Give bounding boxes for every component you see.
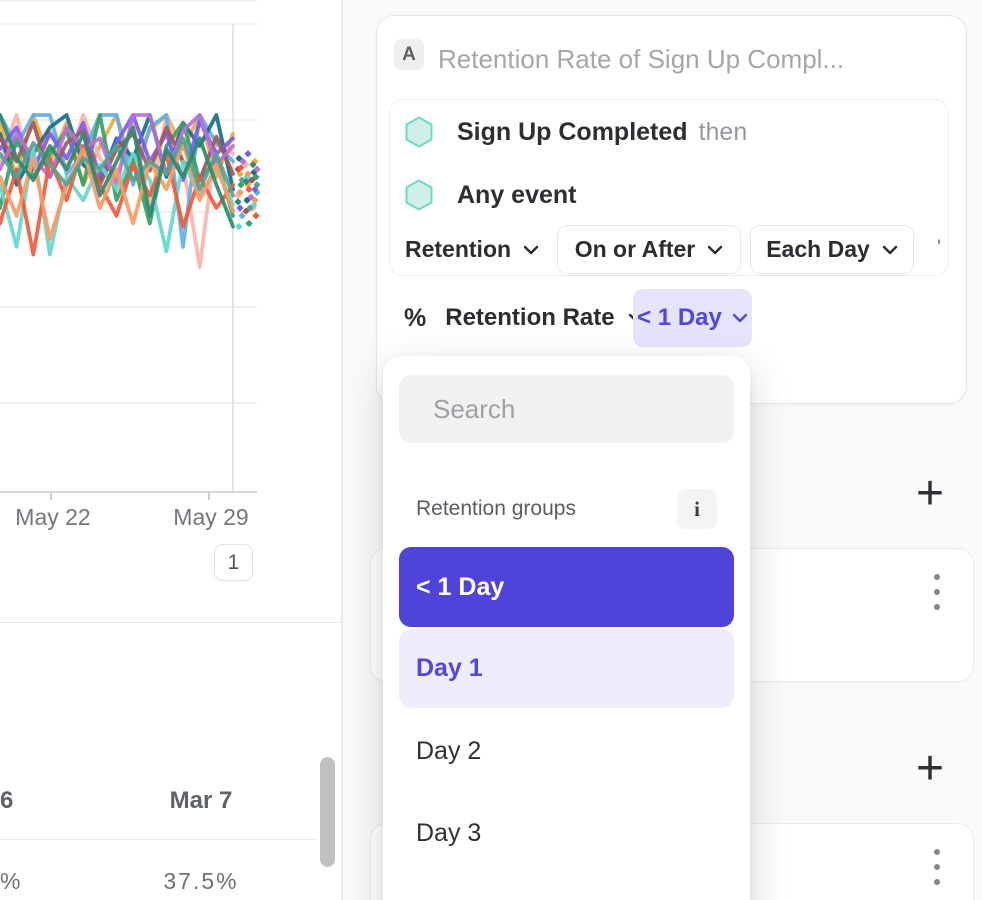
panel-title[interactable]: Retention Rate of Sign Up Compl...	[438, 44, 845, 74]
dropdown-item-lt-1-day[interactable]: < 1 Day	[399, 547, 734, 627]
event-row-signup[interactable]: Sign Up Completed then	[404, 115, 747, 149]
table-row-divider	[0, 839, 318, 840]
interval-dropdown[interactable]: Each Day	[750, 225, 914, 274]
add-metric-button[interactable]: +	[915, 742, 945, 795]
x-axis-tick-label: May 22	[15, 504, 91, 530]
more-options-menu[interactable]	[929, 572, 945, 612]
percent-icon: %	[404, 303, 427, 332]
event-name: Any event	[457, 180, 577, 209]
event-hexagon-icon	[405, 179, 433, 211]
config-pane: + + A Retention Rate of Sign Up Compl...	[343, 0, 982, 900]
selected-retention-group: < 1 Day	[637, 304, 722, 331]
measured-as-row: % Retention Rate	[404, 289, 644, 347]
retention-type-dropdown[interactable]: Retention	[405, 225, 539, 274]
dot-icon	[934, 879, 940, 885]
events-card: Sign Up Completed then Any event Retenti…	[389, 99, 949, 276]
clipped-element-mark: '	[937, 235, 942, 260]
controls-row: Retention On or After Each Day	[390, 225, 950, 274]
group-header-label: Retention groups	[416, 497, 576, 520]
chevron-down-icon	[882, 245, 897, 254]
chart-pane: May 22 May 29 1 6 Mar 7 % 37.5%	[0, 0, 343, 900]
series-a-badge: A	[394, 39, 424, 70]
search-input[interactable]	[433, 393, 768, 425]
retention-line-chart	[0, 0, 261, 500]
dot-icon	[934, 589, 940, 595]
chevron-down-icon	[732, 313, 748, 323]
dropdown-label: On or After	[574, 236, 696, 262]
x-axis-tick-label: May 29	[173, 504, 249, 530]
event-row-any-event[interactable]: Any event	[404, 178, 576, 212]
table-value-percent: 37.5%	[163, 868, 239, 894]
dot-icon	[934, 604, 940, 610]
dropdown-item-day-2[interactable]: Day 2	[416, 736, 482, 765]
dot-icon	[934, 849, 940, 855]
chevron-down-icon	[708, 245, 723, 254]
event-name: Sign Up Completed	[457, 117, 688, 146]
more-options-menu[interactable]	[929, 847, 945, 887]
dropdown-item-day-3[interactable]: Day 3	[416, 818, 482, 847]
search-box[interactable]	[399, 375, 768, 443]
table-header-date: Mar 7	[169, 787, 233, 814]
retention-group-dropdown: Retention groups i < 1 Day Day 1 Day 2 D…	[383, 356, 768, 900]
event-then-label: then	[698, 117, 748, 146]
vertical-scrollbar-thumb[interactable]	[320, 757, 335, 867]
period-badge[interactable]: 1	[214, 544, 253, 581]
table-value-partial: %	[0, 868, 21, 894]
window-mode-dropdown[interactable]: On or After	[557, 225, 741, 274]
metric-dropdown[interactable]: Retention Rate	[445, 304, 615, 331]
info-icon[interactable]: i	[677, 489, 717, 529]
table-top-border	[0, 622, 341, 623]
event-hexagon-icon	[405, 116, 433, 148]
chevron-down-icon	[523, 245, 539, 254]
dropdown-label: Retention	[405, 236, 512, 262]
table-header-partial: 6	[0, 787, 14, 814]
dropdown-label: Each Day	[766, 236, 870, 262]
dropdown-item-day-1[interactable]: Day 1	[399, 629, 734, 708]
dot-icon	[934, 864, 940, 870]
dot-icon	[934, 574, 940, 580]
group-header-row: Retention groups i	[383, 489, 750, 529]
retention-config-panel: A Retention Rate of Sign Up Compl... Sig…	[376, 15, 967, 404]
add-metric-button[interactable]: +	[915, 467, 945, 520]
retention-group-dropdown-trigger[interactable]: < 1 Day	[633, 289, 752, 347]
